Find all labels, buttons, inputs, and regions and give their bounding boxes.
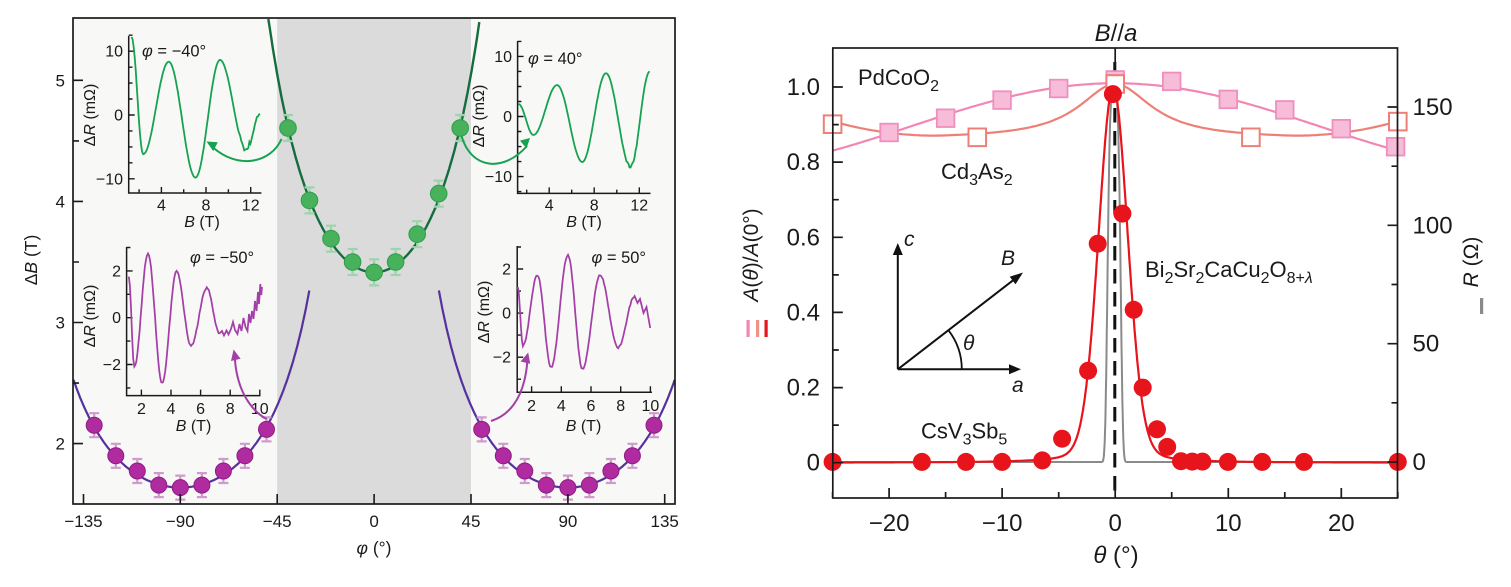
svg-text:12: 12	[242, 198, 260, 215]
svg-text:c: c	[904, 228, 915, 251]
svg-text:3: 3	[56, 314, 65, 333]
svg-text:2: 2	[112, 263, 121, 280]
svg-text:−10: −10	[982, 510, 1023, 537]
svg-text:4: 4	[167, 401, 176, 418]
svg-text:ΔR (mΩ): ΔR (mΩ)	[82, 285, 99, 348]
svg-text:8: 8	[616, 398, 625, 415]
svg-text:θ (°): θ (°)	[1093, 542, 1138, 569]
svg-text:0.4: 0.4	[787, 299, 820, 326]
svg-text:8: 8	[226, 401, 235, 418]
svg-text:10: 10	[1215, 510, 1242, 537]
svg-text:10: 10	[105, 44, 123, 61]
svg-text:B (T): B (T)	[566, 418, 602, 435]
svg-text:−2: −2	[103, 357, 121, 374]
svg-text:B (T): B (T)	[184, 214, 220, 231]
svg-text:0: 0	[369, 512, 378, 531]
svg-text:0: 0	[503, 109, 512, 126]
svg-text:20: 20	[1328, 510, 1355, 537]
svg-text:θ: θ	[963, 332, 975, 355]
svg-text:R (Ω): R (Ω)	[1460, 237, 1483, 288]
svg-text:φ = −40°: φ = −40°	[142, 43, 206, 61]
svg-text:PdCoO2: PdCoO2	[858, 65, 939, 95]
svg-text:4: 4	[157, 198, 166, 215]
svg-text:5: 5	[56, 71, 65, 90]
svg-text:150: 150	[1413, 94, 1453, 121]
svg-text:−2: −2	[493, 350, 511, 367]
svg-text:φ = 40°: φ = 40°	[528, 50, 583, 68]
svg-text:135: 135	[651, 512, 679, 531]
svg-text:φ = 50°: φ = 50°	[592, 249, 647, 267]
svg-text:45: 45	[462, 512, 481, 531]
svg-text:100: 100	[1413, 212, 1453, 239]
svg-text:4: 4	[545, 198, 554, 215]
svg-text:0: 0	[1413, 449, 1426, 476]
svg-text:4: 4	[557, 398, 566, 415]
svg-text:−45: −45	[263, 512, 292, 531]
svg-text:A(θ)/A(0°): A(θ)/A(0°)	[740, 208, 763, 303]
svg-text:−20: −20	[869, 510, 910, 537]
svg-text:φ (°): φ (°)	[357, 538, 392, 558]
svg-text:0: 0	[807, 450, 820, 477]
svg-text:50: 50	[1413, 331, 1440, 358]
svg-text:0: 0	[1109, 510, 1122, 537]
svg-text:2: 2	[527, 398, 536, 415]
svg-text:10: 10	[251, 401, 269, 418]
svg-text:8: 8	[202, 198, 211, 215]
svg-text:ΔB (T): ΔB (T)	[21, 235, 41, 286]
svg-text:φ = −50°: φ = −50°	[190, 249, 254, 267]
svg-text:4: 4	[56, 192, 65, 211]
svg-text:1.0: 1.0	[787, 74, 820, 101]
svg-text:12: 12	[630, 198, 648, 215]
svg-text:−10: −10	[485, 169, 512, 186]
svg-text:6: 6	[196, 401, 205, 418]
svg-text:B: B	[1001, 247, 1015, 270]
svg-text:B//a: B//a	[1095, 20, 1138, 47]
svg-text:−90: −90	[166, 512, 195, 531]
svg-text:Bi2Sr2CaCu2O8+λ: Bi2Sr2CaCu2O8+λ	[1145, 257, 1313, 287]
svg-text:−135: −135	[64, 512, 102, 531]
svg-text:0: 0	[502, 306, 511, 323]
svg-text:0: 0	[112, 310, 121, 327]
svg-text:a: a	[1012, 374, 1024, 397]
svg-text:8: 8	[590, 198, 599, 215]
svg-text:2: 2	[56, 435, 65, 454]
svg-text:2: 2	[137, 401, 146, 418]
svg-text:10: 10	[494, 49, 512, 66]
svg-text:90: 90	[558, 512, 577, 531]
svg-text:B (T): B (T)	[566, 214, 602, 231]
svg-text:−10: −10	[96, 171, 123, 188]
svg-text:10: 10	[642, 398, 660, 415]
svg-text:ΔR (mΩ): ΔR (mΩ)	[82, 84, 99, 147]
svg-text:B (T): B (T)	[176, 418, 212, 435]
svg-text:6: 6	[587, 398, 596, 415]
svg-text:ΔR (mΩ): ΔR (mΩ)	[476, 281, 493, 344]
svg-text:0.6: 0.6	[787, 224, 820, 251]
svg-text:ΔR (mΩ): ΔR (mΩ)	[471, 85, 488, 148]
svg-text:0.8: 0.8	[787, 149, 820, 176]
svg-text:Cd3As2: Cd3As2	[941, 159, 1013, 189]
svg-text:CsV3Sb5: CsV3Sb5	[921, 419, 1007, 449]
svg-text:2: 2	[502, 262, 511, 279]
svg-text:0.2: 0.2	[787, 375, 820, 402]
svg-text:0: 0	[114, 108, 123, 125]
